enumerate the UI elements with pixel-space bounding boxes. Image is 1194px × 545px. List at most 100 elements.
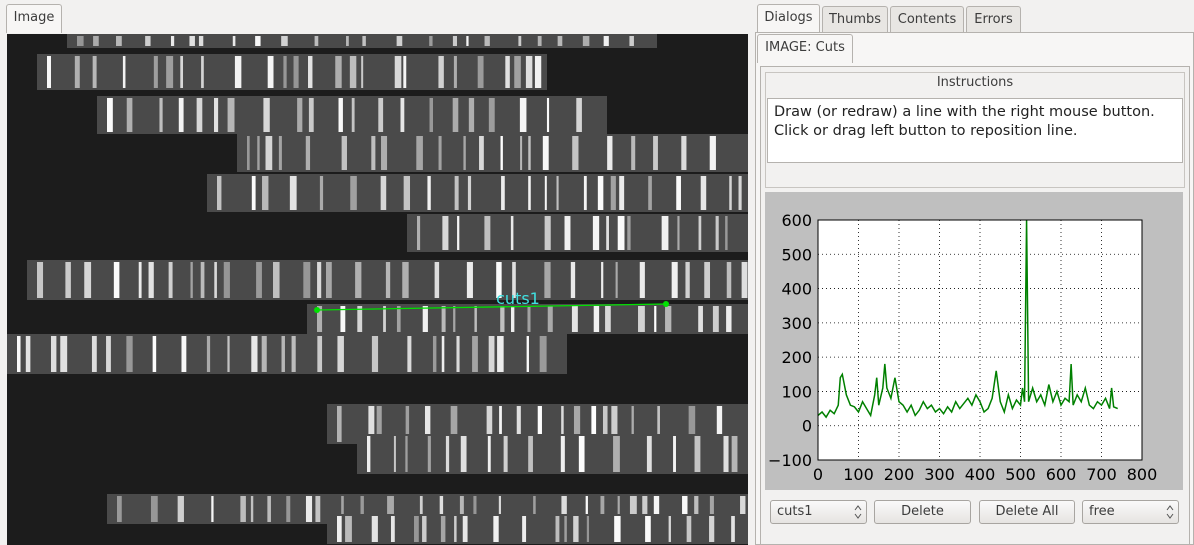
spectral-line — [544, 176, 547, 210]
spectral-line — [355, 262, 362, 298]
spectral-line — [460, 436, 467, 472]
spectral-line — [583, 176, 587, 210]
cut-select[interactable]: cuts1 — [770, 500, 867, 524]
spectral-line — [572, 136, 579, 170]
spectral-line — [694, 496, 699, 522]
spectral-line — [122, 56, 126, 88]
spectral-line — [484, 36, 490, 46]
spectral-line — [694, 436, 701, 472]
spectral-line — [442, 216, 449, 250]
spectral-line — [256, 262, 262, 298]
spectral-line — [427, 436, 431, 472]
image-view[interactable]: cuts1 — [7, 34, 748, 545]
spectral-line — [526, 336, 529, 372]
tab[interactable]: Dialogs — [757, 4, 820, 33]
y-tick-label: 400 — [781, 280, 812, 299]
delete-all-button[interactable]: Delete All — [979, 500, 1075, 524]
spectral-line — [657, 406, 660, 442]
x-tick-label: 0 — [813, 465, 823, 484]
spectral-line — [250, 496, 254, 522]
spectral-line — [671, 262, 678, 298]
spectral-line — [463, 136, 466, 170]
spectral-line — [403, 176, 411, 210]
spectral-line — [159, 98, 163, 132]
x-tick-label: 700 — [1086, 465, 1117, 484]
spectral-line — [416, 136, 423, 170]
spectral-line — [613, 436, 620, 472]
spectral-line — [500, 306, 505, 332]
spectral-line — [297, 98, 303, 132]
spectral-line — [267, 56, 274, 88]
spectral-line — [405, 436, 408, 472]
spectral-line — [317, 336, 323, 372]
spectral-line — [602, 406, 608, 442]
spectral-line — [582, 36, 590, 46]
spectrum-band — [357, 434, 748, 474]
spectral-line — [528, 136, 531, 170]
spectral-line — [383, 306, 386, 332]
spectral-line — [639, 262, 645, 298]
spectral-line — [709, 516, 715, 542]
spectral-line — [486, 406, 493, 442]
spectrum-band — [37, 54, 547, 90]
spectral-line — [474, 306, 477, 332]
spectral-line — [556, 176, 559, 210]
image-tab[interactable]: Image — [6, 4, 62, 33]
spectral-line — [441, 336, 445, 372]
spectral-line — [293, 56, 299, 88]
spectral-line — [25, 336, 31, 372]
spectral-line — [357, 306, 363, 332]
combo-arrow — [1166, 505, 1174, 519]
spectral-line — [429, 98, 434, 132]
spectral-line — [512, 262, 516, 298]
spectral-line — [516, 406, 521, 442]
spectral-line — [84, 262, 92, 298]
spectral-line — [510, 306, 515, 332]
spectral-line — [484, 216, 491, 250]
spectral-line — [267, 496, 271, 522]
spectral-line — [263, 98, 270, 132]
spectral-line — [479, 136, 484, 170]
spectral-line — [314, 36, 319, 46]
spectral-line — [92, 56, 97, 88]
spectral-line — [148, 262, 154, 298]
spectral-line — [564, 516, 567, 542]
spectral-line — [177, 496, 184, 522]
spectral-line — [47, 56, 51, 88]
spectral-line — [564, 216, 571, 250]
spectral-line — [113, 262, 120, 298]
tab[interactable]: Contents — [890, 6, 964, 33]
spectral-line — [488, 98, 495, 132]
subtab[interactable]: IMAGE: Cuts — [757, 34, 853, 63]
spectral-line — [729, 176, 732, 210]
spectral-line — [360, 496, 364, 522]
mode-select[interactable]: free — [1082, 500, 1179, 524]
spectral-line — [427, 176, 431, 210]
spectral-line — [262, 176, 269, 210]
spectrum-band — [7, 334, 567, 374]
spectral-line — [170, 36, 175, 46]
delete-button[interactable]: Delete — [874, 500, 971, 524]
spectral-line — [223, 262, 230, 298]
spectral-line — [371, 516, 378, 542]
spectral-line — [432, 336, 437, 372]
spectral-line — [341, 496, 344, 522]
spectral-line — [153, 56, 158, 88]
spectral-line — [519, 98, 527, 132]
spectral-line — [573, 406, 581, 442]
spectrum-band — [237, 134, 748, 172]
spectral-line — [561, 406, 564, 442]
spectral-line — [93, 36, 99, 46]
spectral-line — [351, 98, 355, 132]
spectral-line — [152, 336, 157, 372]
tab[interactable]: Errors — [966, 6, 1021, 33]
spectral-line — [380, 176, 387, 210]
spectral-line — [286, 496, 291, 522]
spectral-line — [283, 56, 287, 88]
spectral-line — [181, 336, 187, 372]
spectral-line — [201, 56, 204, 88]
tab[interactable]: Thumbs — [822, 6, 888, 33]
spectral-line — [445, 436, 450, 472]
spectral-line — [676, 176, 681, 210]
spectral-line — [573, 516, 579, 542]
